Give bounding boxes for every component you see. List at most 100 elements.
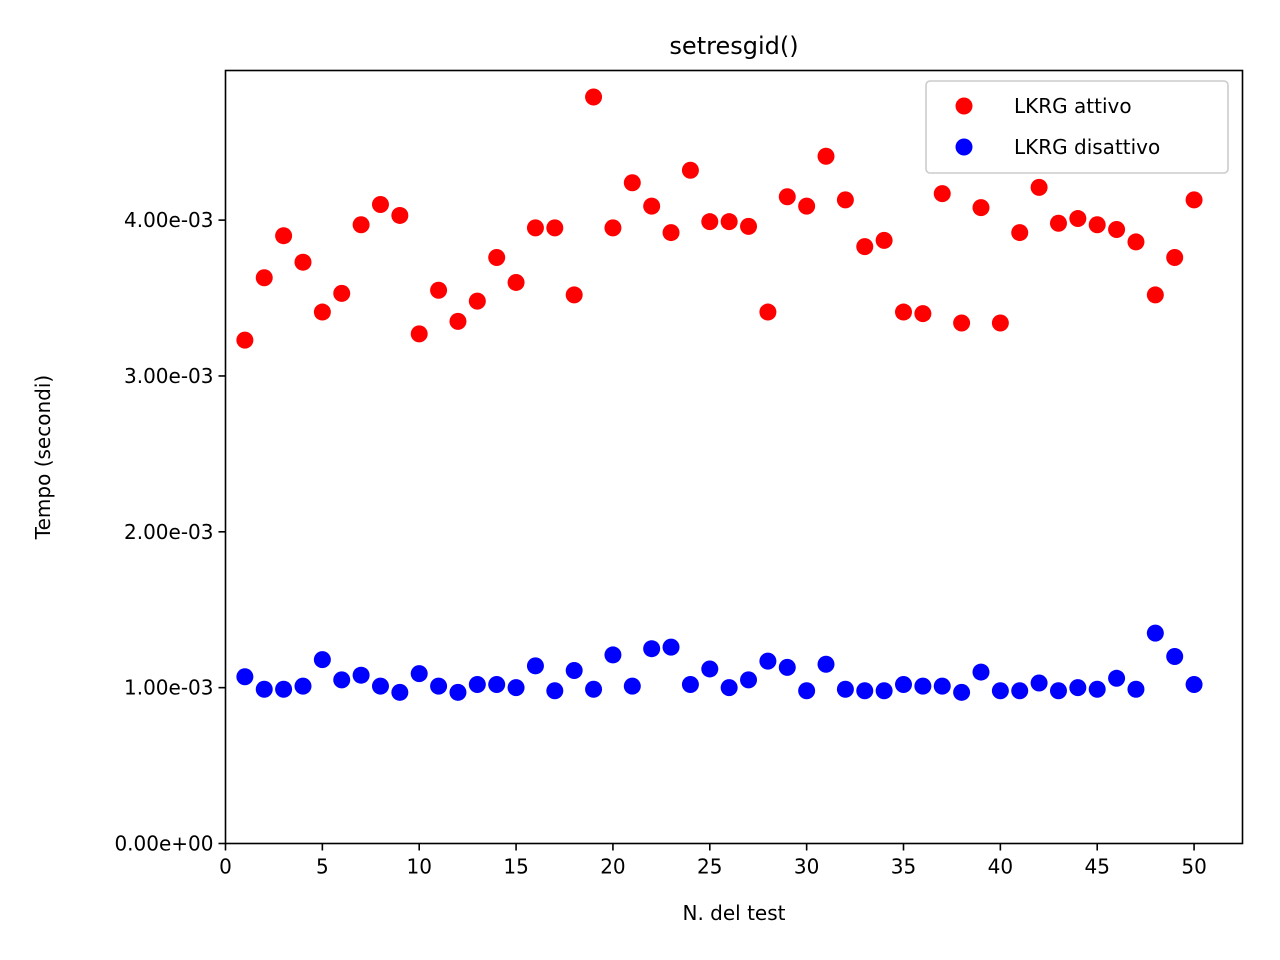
point-lkrg-disattivo-39 — [972, 663, 990, 681]
point-lkrg-disattivo-4 — [294, 677, 312, 695]
point-lkrg-attivo-30 — [798, 197, 816, 215]
y-tick-label: 3.00e-03 — [124, 364, 214, 388]
point-lkrg-attivo-23 — [662, 224, 680, 242]
x-tick-label: 25 — [697, 855, 722, 879]
point-lkrg-disattivo-36 — [914, 677, 932, 695]
point-lkrg-attivo-2 — [255, 269, 273, 287]
x-tick-label: 30 — [794, 855, 819, 879]
point-lkrg-attivo-49 — [1166, 249, 1184, 267]
point-lkrg-disattivo-19 — [585, 680, 603, 698]
point-lkrg-disattivo-11 — [430, 677, 448, 695]
x-tick-label: 10 — [406, 855, 431, 879]
point-lkrg-attivo-25 — [701, 213, 719, 231]
point-lkrg-disattivo-5 — [313, 651, 331, 669]
point-lkrg-attivo-11 — [430, 281, 448, 299]
y-tick-label: 4.00e-03 — [124, 208, 214, 232]
point-lkrg-disattivo-27 — [740, 671, 758, 689]
point-lkrg-attivo-12 — [449, 312, 467, 330]
point-lkrg-disattivo-3 — [275, 680, 293, 698]
plot-frame — [224, 69, 1244, 845]
y-tick-label: 1.00e-03 — [124, 676, 214, 700]
point-lkrg-attivo-9 — [391, 206, 409, 224]
point-lkrg-attivo-18 — [565, 286, 583, 304]
point-lkrg-attivo-37 — [933, 185, 951, 203]
point-lkrg-disattivo-42 — [1030, 674, 1048, 692]
point-lkrg-attivo-34 — [875, 231, 893, 249]
point-lkrg-attivo-19 — [585, 88, 603, 106]
x-tick-label: 15 — [503, 855, 528, 879]
legend-box — [925, 80, 1229, 174]
point-lkrg-attivo-35 — [895, 303, 912, 321]
point-lkrg-attivo-32 — [836, 191, 854, 209]
legend-label-lkrg-attivo: LKRG attivo — [1014, 94, 1132, 118]
point-lkrg-attivo-14 — [488, 249, 506, 267]
point-lkrg-attivo-40 — [991, 314, 1009, 332]
point-lkrg-attivo-41 — [1011, 224, 1029, 242]
point-lkrg-disattivo-20 — [604, 646, 622, 664]
point-lkrg-disattivo-18 — [565, 662, 583, 680]
y-tick-label: 2.00e-03 — [124, 520, 214, 544]
point-lkrg-disattivo-38 — [953, 683, 971, 701]
point-lkrg-disattivo-44 — [1069, 679, 1087, 697]
point-lkrg-attivo-45 — [1088, 216, 1106, 234]
point-lkrg-disattivo-26 — [720, 679, 738, 697]
legend-marker-lkrg-disattivo — [955, 138, 973, 156]
point-lkrg-attivo-7 — [352, 216, 370, 234]
point-lkrg-disattivo-1 — [236, 668, 254, 686]
point-lkrg-disattivo-40 — [991, 682, 1009, 700]
point-lkrg-attivo-36 — [914, 305, 932, 323]
x-tick-label: 40 — [988, 855, 1013, 879]
x-tick-label: 45 — [1084, 855, 1109, 879]
point-lkrg-attivo-50 — [1185, 191, 1203, 209]
point-lkrg-disattivo-28 — [759, 652, 777, 670]
point-lkrg-disattivo-8 — [371, 677, 389, 695]
point-lkrg-attivo-27 — [740, 217, 758, 235]
point-lkrg-disattivo-7 — [352, 666, 370, 684]
legend: LKRG attivo LKRG disattivo — [925, 80, 1229, 174]
x-tick-label: 5 — [316, 855, 329, 879]
point-lkrg-disattivo-15 — [507, 679, 525, 697]
point-lkrg-disattivo-50 — [1185, 676, 1203, 694]
point-lkrg-attivo-21 — [623, 174, 641, 192]
point-lkrg-disattivo-37 — [933, 677, 951, 695]
point-lkrg-disattivo-48 — [1146, 624, 1164, 642]
point-lkrg-attivo-20 — [604, 219, 622, 237]
point-lkrg-disattivo-41 — [1011, 682, 1029, 700]
point-lkrg-attivo-39 — [972, 199, 990, 217]
legend-marker-lkrg-attivo — [955, 97, 973, 115]
point-lkrg-attivo-16 — [526, 219, 544, 237]
legend-label-lkrg-disattivo: LKRG disattivo — [1014, 135, 1160, 159]
x-tick-label: 20 — [600, 855, 625, 879]
point-lkrg-attivo-26 — [720, 213, 738, 231]
y-tick-label: 0.00e+00 — [114, 832, 213, 856]
point-lkrg-disattivo-47 — [1127, 680, 1145, 698]
chart-title: setresgid() — [669, 32, 798, 60]
x-tick-label: 50 — [1181, 855, 1206, 879]
point-lkrg-disattivo-9 — [391, 683, 409, 701]
point-lkrg-disattivo-30 — [798, 682, 816, 700]
point-lkrg-attivo-46 — [1108, 220, 1126, 238]
point-lkrg-attivo-33 — [856, 238, 874, 256]
point-lkrg-disattivo-6 — [333, 671, 351, 689]
y-axis-label: Tempo (secondi) — [31, 375, 55, 540]
point-lkrg-attivo-42 — [1030, 178, 1048, 196]
point-lkrg-disattivo-12 — [449, 683, 467, 701]
point-lkrg-attivo-43 — [1049, 214, 1067, 232]
point-lkrg-disattivo-46 — [1108, 669, 1126, 687]
data-points — [236, 88, 1203, 701]
y-axis-ticks: 0.00e+00 1.00e-03 2.00e-03 3.00e-03 4.00e-03 — [114, 208, 226, 856]
point-lkrg-disattivo-45 — [1088, 680, 1106, 698]
x-tick-label: 0 — [219, 855, 232, 879]
point-lkrg-disattivo-34 — [875, 682, 893, 700]
point-lkrg-disattivo-49 — [1166, 647, 1184, 665]
x-axis-label: N. del test — [683, 901, 786, 925]
point-lkrg-attivo-3 — [275, 227, 293, 245]
point-lkrg-attivo-31 — [817, 147, 835, 165]
point-lkrg-disattivo-24 — [681, 676, 699, 694]
point-lkrg-disattivo-35 — [895, 676, 912, 694]
point-lkrg-disattivo-33 — [856, 682, 874, 700]
point-lkrg-disattivo-13 — [468, 676, 486, 694]
x-axis-ticks: 0 5 10 15 20 25 30 35 40 45 50 — [219, 843, 1207, 879]
point-lkrg-disattivo-25 — [701, 660, 719, 678]
